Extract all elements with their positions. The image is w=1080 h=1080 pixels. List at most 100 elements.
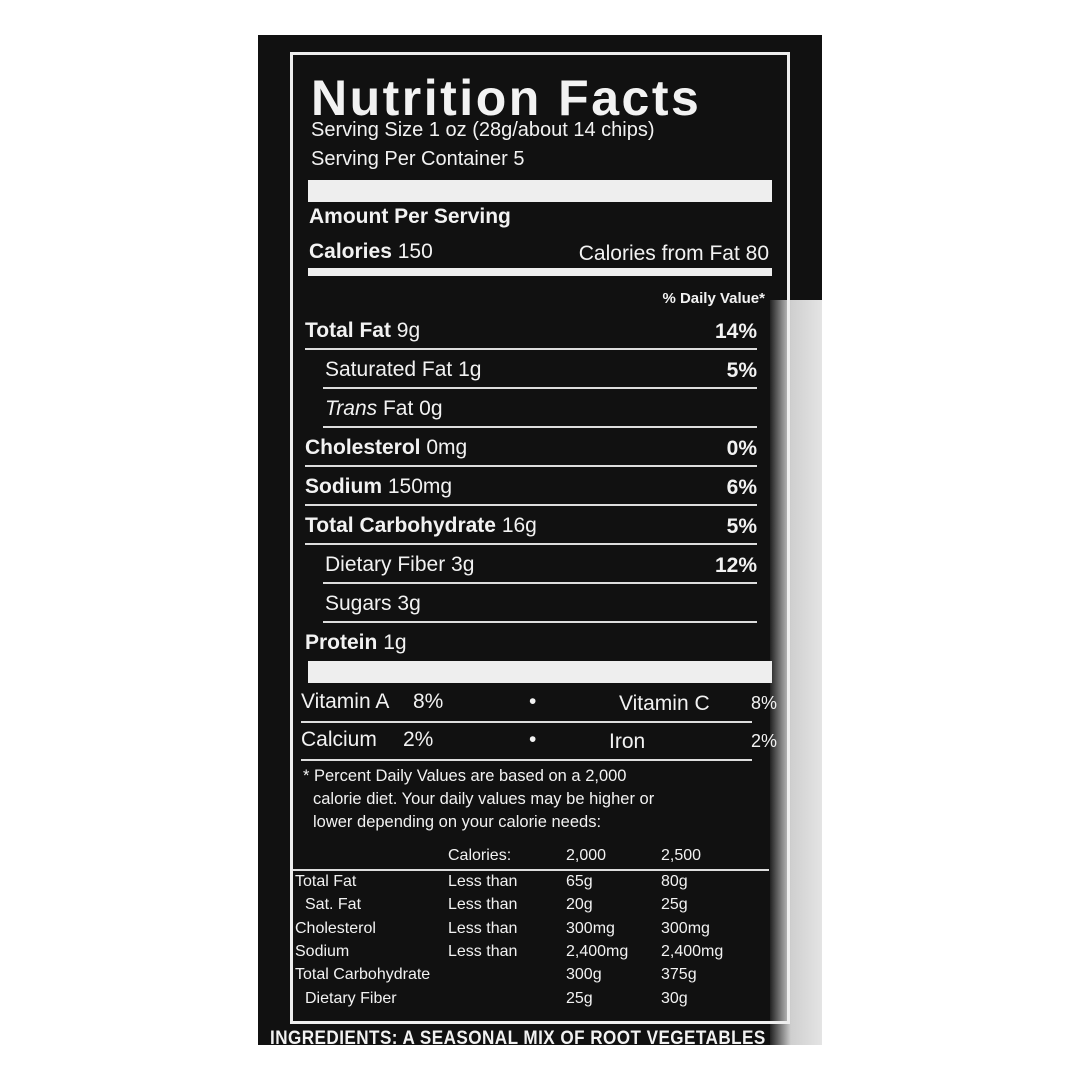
nutrient-dv: 0% — [726, 437, 757, 460]
nutrient-dv: 5% — [726, 515, 757, 538]
nutrient-amount: 16g — [501, 514, 537, 537]
nutrient-name: Total Fat 9g — [305, 319, 420, 343]
nutrient-name: Saturated Fat 1g — [325, 358, 481, 382]
bag-edge — [770, 300, 822, 1045]
ingredients: INGREDIENTS: A SEASONAL MIX OF ROOT VEGE… — [270, 1028, 766, 1045]
bullet: • — [529, 690, 537, 713]
nutrient-label: Sugars — [325, 592, 392, 615]
daily-value-heading: % Daily Value* — [662, 290, 765, 307]
bullet: • — [529, 728, 537, 751]
footnote-line: * Percent Daily Values are based on a 2,… — [303, 767, 627, 785]
nutrient-dv: 14% — [714, 320, 757, 343]
calories-label: Calories — [309, 240, 392, 263]
nutrient-row: Protein 1g — [305, 623, 757, 660]
table-value: 25g — [566, 989, 593, 1007]
table-value: 30g — [661, 989, 688, 1007]
vitamin-row: Calcium 2% • Iron 2% — [301, 723, 777, 761]
nutrient-name: Cholesterol 0mg — [305, 436, 467, 460]
footnote-line: lower depending on your calorie needs: — [313, 813, 602, 831]
table-value: 2,400mg — [566, 942, 629, 960]
nutrient-name: Trans Fat 0g — [325, 397, 443, 421]
nutrient-amount: 3g — [397, 592, 421, 615]
title: Nutrition Facts — [311, 70, 702, 126]
table-name: Total Fat — [295, 873, 357, 890]
table-value: 375g — [661, 966, 697, 984]
calories: Calories 150 — [309, 240, 433, 264]
nutrient-row: Sodium 150mg 6% — [305, 467, 757, 506]
thick-rule — [308, 180, 772, 202]
nutrient-label: Cholesterol — [305, 436, 421, 459]
nutrient-row: Cholesterol 0mg 0% — [305, 428, 757, 467]
table-value: 80g — [661, 873, 688, 890]
nutrient-amount: 0mg — [426, 436, 468, 459]
nutrient-amount: 1g — [458, 358, 482, 381]
serving-size: Serving Size 1 oz (28g/about 14 chips) — [311, 119, 655, 141]
vitamin-dv: 2% — [750, 731, 777, 751]
nutrient-dv: 5% — [726, 359, 757, 382]
nutrient-name: Sodium 150mg — [305, 475, 452, 499]
vitamin-dv: 2% — [403, 728, 434, 751]
table-qualifier: Less than — [448, 873, 518, 890]
table-name: Sat. Fat — [305, 896, 362, 914]
table-qualifier: Less than — [448, 942, 518, 960]
nutrient-row: Sugars 3g — [323, 584, 757, 623]
calories-from-fat: Calories from Fat 80 — [578, 242, 769, 265]
nutrient-italic: Trans — [325, 397, 378, 420]
nutrient-name: Protein 1g — [305, 631, 407, 655]
nutrient-row: Total Fat 9g 14% — [305, 311, 757, 350]
vitamin-row: Vitamin A 8% • Vitamin C 8% — [301, 685, 777, 723]
table-name: Sodium — [295, 942, 350, 960]
vitamin-dv: 8% — [413, 690, 444, 713]
table-header: Calories: — [448, 847, 512, 864]
table-value: 2,400mg — [661, 942, 724, 960]
calories-value: 150 — [397, 240, 433, 263]
thick-rule — [308, 661, 772, 683]
nutrient-name: Dietary Fiber 3g — [325, 553, 474, 577]
footnote-line: calorie diet. Your daily values may be h… — [313, 790, 655, 808]
servings: Serving Per Container 5 — [311, 148, 525, 170]
table-name: Total Carbohydrate — [295, 966, 431, 984]
nutrient-name: Total Carbohydrate 16g — [305, 514, 537, 538]
bag: INGREDIENTS: A SEASONAL MIX OF ROOT VEGE… — [258, 35, 822, 1045]
nutrition-label: Nutrition Facts Serving Size 1 oz (28g/a… — [290, 52, 790, 1024]
nutrient-dv: 6% — [726, 476, 757, 499]
table-rule — [293, 869, 769, 871]
nutrient-label: Saturated Fat — [325, 358, 453, 381]
table-value: 300mg — [661, 919, 710, 937]
nutrient-amount: 3g — [451, 553, 475, 576]
table-name: Cholesterol — [295, 919, 376, 937]
table-value: 300mg — [566, 919, 615, 937]
nutrient-row: Saturated Fat 1g 5% — [323, 350, 757, 389]
table-name: Dietary Fiber — [305, 989, 397, 1007]
nutrient-dv: 12% — [714, 554, 757, 577]
nutrient-label: Fat — [382, 397, 414, 420]
nutrient-amount: 1g — [383, 631, 407, 654]
nutrient-amount: 150mg — [387, 475, 453, 498]
nutrient-row: Total Carbohydrate 16g 5% — [305, 506, 757, 545]
nutrient-amount: 0g — [419, 397, 443, 420]
table-qualifier: Less than — [448, 919, 518, 937]
table-value: 300g — [566, 966, 602, 984]
vitamin-name: Vitamin C — [619, 692, 710, 715]
medium-rule — [308, 268, 772, 276]
nutrient-amount: 9g — [396, 319, 421, 342]
nutrient-row: Dietary Fiber 3g 12% — [323, 545, 757, 584]
nutrient-label: Protein — [305, 631, 378, 654]
table-header: 2,500 — [661, 847, 702, 864]
nutrient-label: Total Carbohydrate — [305, 514, 496, 537]
nutrient-label: Total Fat — [305, 319, 391, 342]
table-value: 20g — [566, 896, 593, 914]
table-qualifier: Less than — [448, 896, 518, 914]
vitamin-name: Iron — [609, 730, 646, 753]
nutrient-name: Sugars 3g — [325, 592, 421, 616]
vitamin-name: Calcium — [301, 728, 377, 751]
nutrient-label: Dietary Fiber — [325, 553, 446, 576]
table-value: 65g — [566, 873, 593, 890]
table-header: 2,000 — [566, 847, 607, 864]
vitamin-name: Vitamin A — [301, 690, 390, 713]
table-value: 25g — [661, 896, 688, 914]
nutrient-label: Sodium — [305, 475, 382, 498]
amount-heading: Amount Per Serving — [309, 205, 511, 228]
nutrient-row: Trans Fat 0g — [323, 389, 757, 428]
